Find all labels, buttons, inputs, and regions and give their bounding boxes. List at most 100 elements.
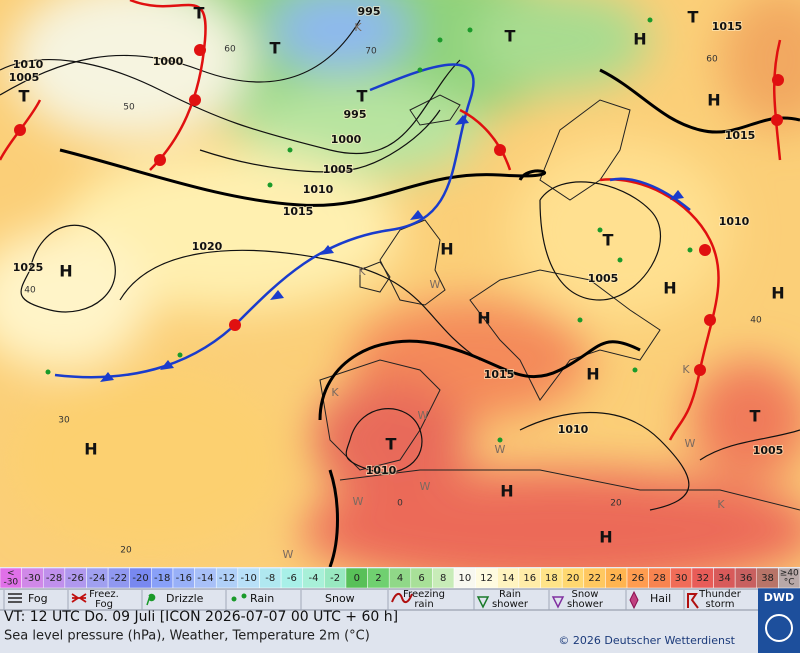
temperature-label: 60 [706, 55, 718, 65]
temperature-label: 30 [58, 416, 70, 426]
scale-label: 24 [610, 573, 623, 584]
scale-label: 16 [523, 573, 536, 584]
weather-label: Freez. [89, 589, 119, 600]
isobar-label: 1010 [13, 58, 44, 71]
scale-label: -12 [219, 573, 235, 584]
scale-label: 22 [588, 573, 601, 584]
weather-label: Hail [650, 592, 671, 605]
scale-label: 12 [480, 573, 493, 584]
scale-label: -26 [68, 573, 84, 584]
scale-label: 18 [545, 573, 558, 584]
logo-box [758, 588, 800, 653]
legend-icon [476, 596, 490, 609]
pressure-center: H [771, 284, 784, 303]
scale-label: 20 [567, 573, 580, 584]
temperature-label: 20 [120, 546, 132, 556]
scale-label: °C [784, 578, 795, 588]
legend-icon [71, 593, 87, 603]
scale-label: 34 [718, 573, 731, 584]
description: Sea level pressure (hPa), Weather, Tempe… [4, 629, 370, 644]
weather-label: Rain [499, 589, 521, 600]
fronts [0, 0, 782, 441]
isobars-bold [59, 68, 800, 567]
pressure-center: H [707, 91, 720, 110]
air-mass-label: W [418, 409, 429, 422]
isobar-label: 1005 [323, 163, 354, 176]
temperature-label: 60 [224, 45, 236, 55]
isobar-label: 1010 [303, 183, 334, 196]
pressure-center: H [500, 482, 513, 501]
weather-label: Drizzle [166, 592, 204, 605]
legend-icon [231, 596, 237, 602]
isobar-label: 1000 [331, 133, 362, 146]
map: 9951010100510009951000100510101015102010… [0, 0, 800, 567]
air-mass-label: K [358, 265, 366, 278]
isobar-label: 1020 [192, 240, 223, 253]
scale-label: 36 [740, 573, 753, 584]
isobar-label: 1015 [725, 129, 756, 142]
isobar-label: 1025 [13, 261, 44, 274]
temperature-label: 50 [123, 103, 135, 113]
scale-label: -2 [330, 573, 340, 584]
scale-label: -24 [89, 573, 105, 584]
pressure-center: H [477, 309, 490, 328]
isobar-label: 1015 [712, 20, 743, 33]
pressure-center: T [603, 231, 614, 250]
legend-icon [241, 593, 247, 599]
pressure-center: H [586, 365, 599, 384]
legend-icon [629, 590, 639, 610]
weather-label: shower [567, 599, 604, 610]
scale-label: -16 [176, 573, 192, 584]
legend-icon [551, 596, 565, 609]
air-mass-label: W [495, 443, 506, 456]
air-mass-label: W [685, 437, 696, 450]
scale-label: 38 [761, 573, 774, 584]
cold-front-marks [100, 115, 684, 382]
weather-label: Fog [28, 592, 48, 605]
isobar-label: 1010 [719, 215, 750, 228]
scale-label: 4 [397, 573, 403, 584]
temperature-label: 40 [750, 316, 762, 326]
isobar-label: 1000 [153, 55, 184, 68]
scale-label: -4 [309, 573, 319, 584]
temperature-label: 40 [24, 286, 36, 296]
legend-icon [391, 592, 413, 604]
scale-label: -28 [46, 573, 62, 584]
scale-label: 14 [502, 573, 515, 584]
logo-mark [765, 614, 793, 642]
scale-label: 0 [354, 573, 360, 584]
logo-text: DWD [764, 591, 794, 604]
scale-label: 2 [375, 573, 381, 584]
pressure-center: T [194, 4, 205, 23]
weather-label: storm [706, 599, 735, 610]
isobar-label: 1005 [9, 71, 40, 84]
isobar-label: 1005 [588, 272, 619, 285]
scale-label: -18 [154, 573, 170, 584]
scale-label: -6 [287, 573, 297, 584]
weather-label: Snow [572, 589, 599, 600]
copyright: © 2026 Deutscher Wetterdienst [558, 634, 735, 647]
air-mass-label: K [717, 498, 725, 511]
isobar-label: 1015 [283, 205, 314, 218]
pressure-center: H [59, 262, 72, 281]
isobars [0, 19, 800, 511]
legend-icon [687, 593, 699, 609]
legend: DWD VT: 12 UTC Do. 09 Juli [ICON 2026-07… [0, 567, 800, 653]
pressure-center: T [19, 87, 30, 106]
scale-label: 26 [631, 573, 644, 584]
pressure-center: H [663, 279, 676, 298]
scale-label: < [7, 569, 15, 579]
isobar-label: 995 [344, 108, 367, 121]
scale-label: -14 [197, 573, 213, 584]
scale-label: 30 [675, 573, 688, 584]
scale-label: 10 [458, 573, 471, 584]
pressure-center: T [750, 407, 761, 426]
air-mass-label: K [682, 363, 690, 376]
weather-label: Snow [325, 592, 355, 605]
temperature-label: 0 [397, 499, 403, 509]
weather-label: Fog [95, 599, 113, 610]
isobar-label: 1010 [366, 464, 397, 477]
temperature-label: 70 [365, 47, 377, 57]
